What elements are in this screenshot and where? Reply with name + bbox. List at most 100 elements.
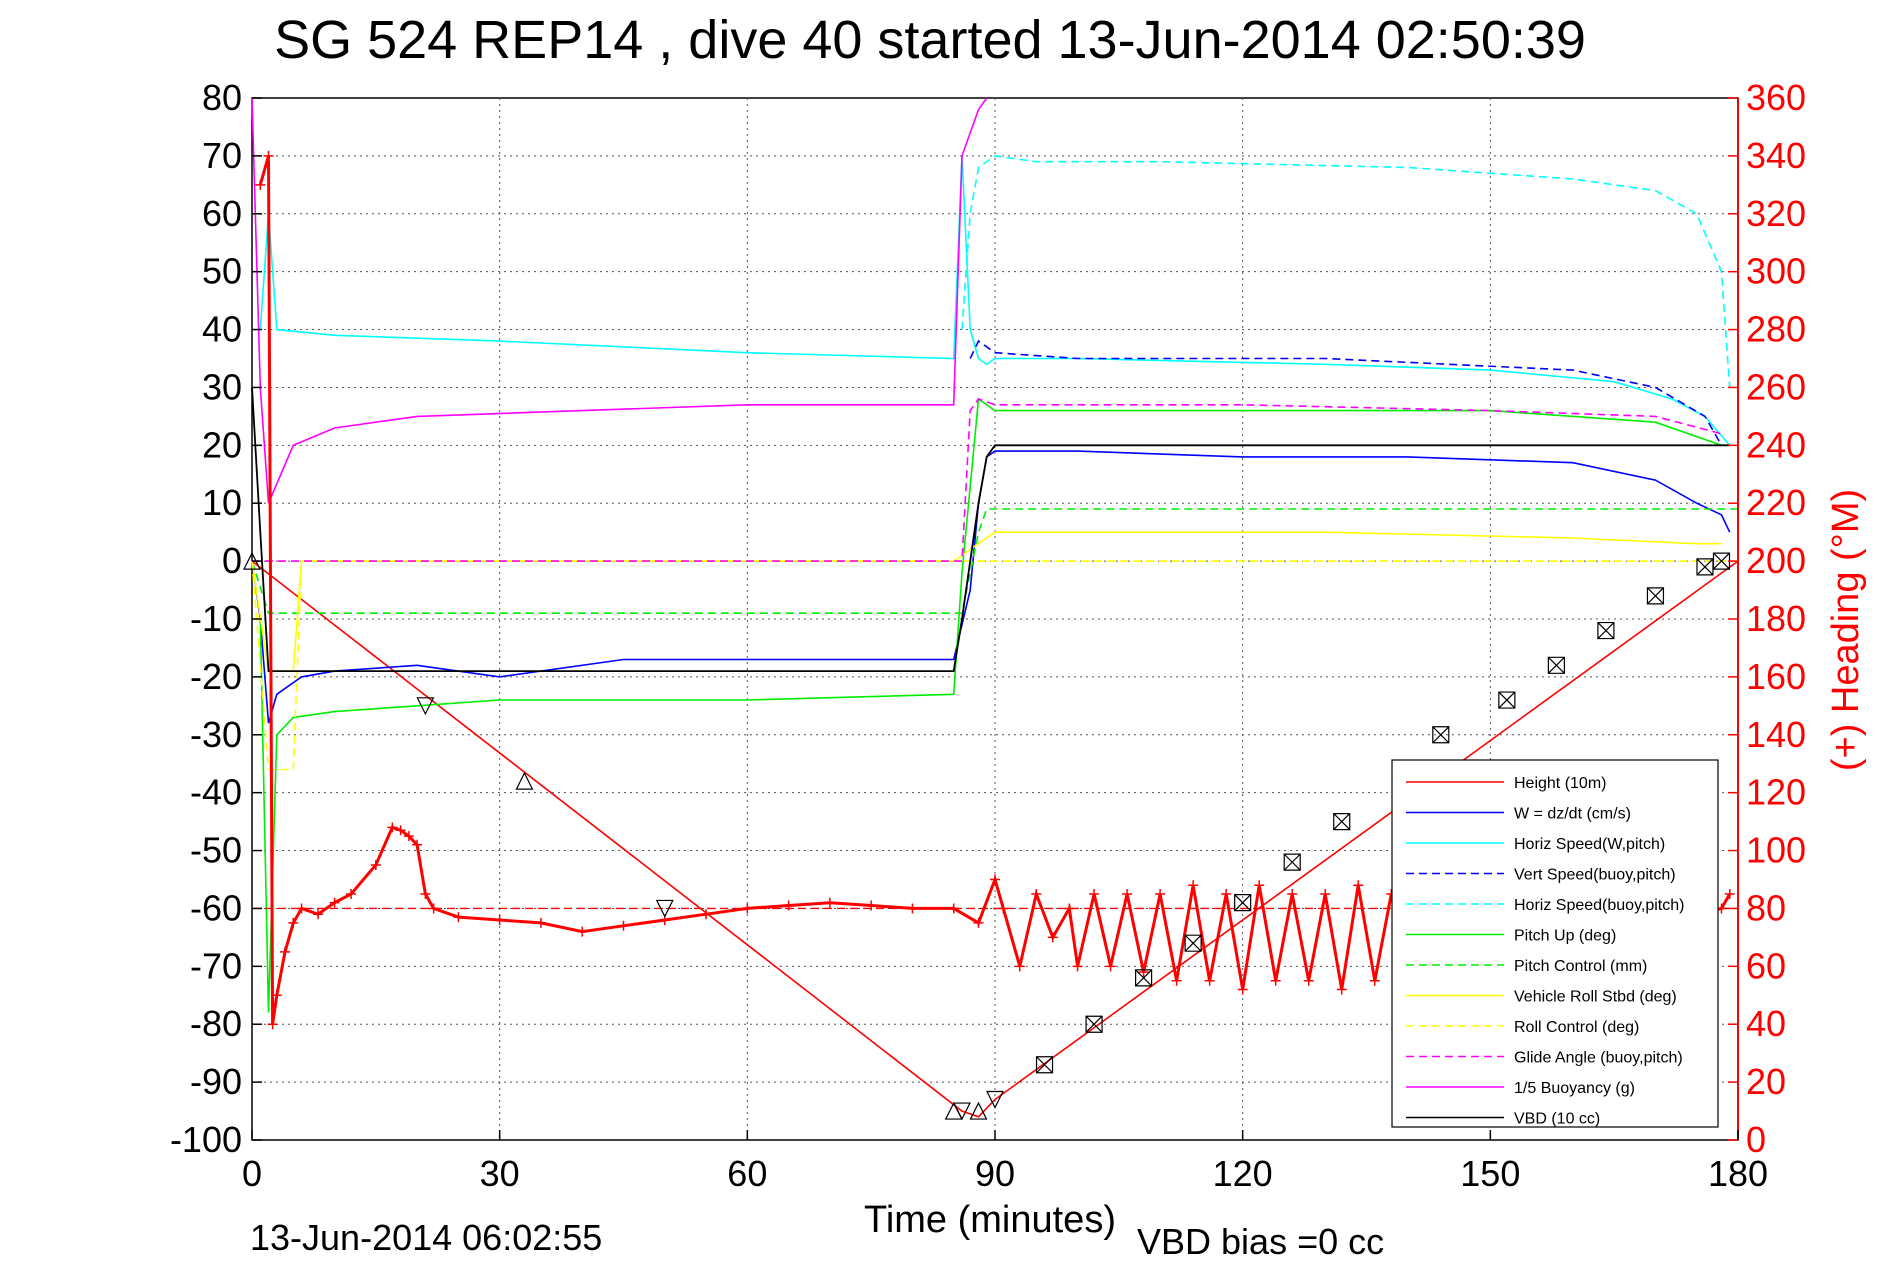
series-vbd	[251, 387, 1730, 672]
heading-point	[1254, 880, 1265, 891]
right-tick-label: 300	[1746, 251, 1806, 292]
left-tick-label: -60	[190, 887, 242, 928]
heading-point	[329, 897, 340, 908]
legend-label: Vehicle Roll Stbd (deg)	[1514, 989, 1677, 1006]
legend-label: Glide Angle (buoy,pitch)	[1514, 1050, 1683, 1067]
footer-vbd-bias: VBD bias =0 cc	[1137, 1221, 1384, 1262]
heading-point	[1287, 888, 1298, 899]
heading-point	[866, 900, 877, 911]
series-vert-speed-buoy	[969, 339, 1723, 446]
heading-point	[1014, 961, 1025, 972]
x-tick-label: 60	[727, 1153, 767, 1194]
legend-label: W = dz/dt (cm/s)	[1514, 806, 1631, 823]
heading-point	[1031, 888, 1042, 899]
right-tick-label: 360	[1746, 77, 1806, 118]
series-height	[251, 560, 1739, 1118]
heading-point	[1089, 888, 1100, 899]
heading-point	[1369, 975, 1380, 986]
left-tick-label: -50	[190, 830, 242, 871]
x-tick-label: 150	[1460, 1153, 1520, 1194]
heading-point	[1072, 961, 1083, 972]
heading-point	[313, 909, 324, 920]
heading-point	[907, 903, 918, 914]
left-tick-label: 70	[202, 135, 242, 176]
left-tick-label: -100	[170, 1119, 242, 1160]
heading-point	[1188, 880, 1199, 891]
height-marker	[969, 1101, 988, 1120]
x-axis-label: Time (minutes)	[864, 1199, 1116, 1241]
heading-point	[1353, 880, 1364, 891]
heading-point	[1270, 975, 1281, 986]
x-tick-label: 120	[1213, 1153, 1273, 1194]
x-tick-label: 0	[242, 1153, 262, 1194]
heading-point	[271, 990, 282, 1001]
legend: Height (10m) W = dz/dt (cm/s) Horiz Speed(…	[1391, 759, 1719, 1128]
legend-label: Vert Speed(buoy,pitch)	[1514, 867, 1676, 884]
height-marker	[655, 899, 674, 918]
series-roll-control	[251, 560, 1738, 771]
heading-point	[370, 860, 381, 871]
right-tick-label: 40	[1746, 1003, 1786, 1044]
height-marker	[1085, 1015, 1103, 1033]
heading-point	[1303, 975, 1314, 986]
heading-point	[1320, 888, 1331, 899]
heading-point	[1204, 975, 1215, 986]
legend-label: Horiz Speed(buoy,pitch)	[1514, 897, 1684, 914]
heading-point	[990, 874, 1000, 885]
right-tick-label: 140	[1746, 714, 1806, 755]
legend-label: Roll Control (deg)	[1514, 1019, 1639, 1036]
heading-point	[288, 917, 299, 928]
heading-point	[263, 150, 274, 161]
left-tick-label: -70	[190, 945, 242, 986]
heading-point	[1138, 967, 1149, 978]
right-tick-label: 200	[1746, 540, 1806, 581]
right-tick-label: 320	[1746, 193, 1806, 234]
legend-label: Height (10m)	[1514, 775, 1606, 792]
left-tick-label: -40	[190, 772, 242, 813]
right-tick-label: 100	[1746, 830, 1806, 871]
right-tick-label: 160	[1746, 656, 1806, 697]
heading-point	[1047, 932, 1058, 943]
heading-point	[1155, 888, 1166, 899]
x-axis-ticks: 0 30 60 90 120 150 180	[242, 1130, 1768, 1194]
legend-label: Pitch Up (deg)	[1514, 928, 1616, 945]
height-marker	[1234, 894, 1252, 912]
heading-point	[618, 920, 629, 931]
height-marker	[986, 1090, 1004, 1109]
heading-point	[1122, 888, 1133, 899]
right-axis-label: (+) Heading (°M)	[1825, 489, 1867, 771]
left-tick-label: 10	[202, 482, 242, 523]
marker-layer	[243, 551, 1731, 1121]
heading-point	[998, 903, 1009, 914]
right-tick-label: 180	[1746, 598, 1806, 639]
right-tick-label: 260	[1746, 366, 1806, 407]
height-marker	[1712, 552, 1731, 570]
height-marker	[1646, 587, 1665, 605]
left-tick-label: 50	[202, 251, 242, 292]
right-tick-label: 220	[1746, 482, 1806, 523]
height-marker	[1696, 558, 1714, 576]
right-tick-label: 240	[1746, 424, 1806, 465]
right-tick-label: 120	[1746, 772, 1806, 813]
x-tick-label: 180	[1708, 1153, 1768, 1194]
heading-point	[948, 903, 959, 914]
height-marker	[1498, 691, 1516, 709]
left-tick-label: 80	[202, 77, 242, 118]
left-axis-ticks: 80 70 60 50 40 30 20 10 0 -10 -20 -30 -40 -50 -60 -70 -8…	[170, 77, 262, 1160]
heading-point	[428, 903, 439, 914]
heading-point	[1237, 984, 1248, 995]
series-glide	[252, 398, 1722, 562]
heading-point	[1171, 975, 1182, 986]
left-tick-label: 0	[222, 540, 242, 581]
height-marker	[1184, 934, 1202, 952]
heading-point	[296, 903, 307, 914]
heading-point	[783, 900, 794, 911]
height-marker	[416, 697, 435, 716]
left-tick-label: -20	[190, 656, 242, 697]
x-tick-label: 90	[975, 1153, 1015, 1194]
legend-label: VBD (10 cc)	[1514, 1111, 1600, 1128]
heading-point	[494, 915, 505, 926]
height-marker	[1283, 853, 1301, 871]
heading-point	[387, 822, 398, 833]
